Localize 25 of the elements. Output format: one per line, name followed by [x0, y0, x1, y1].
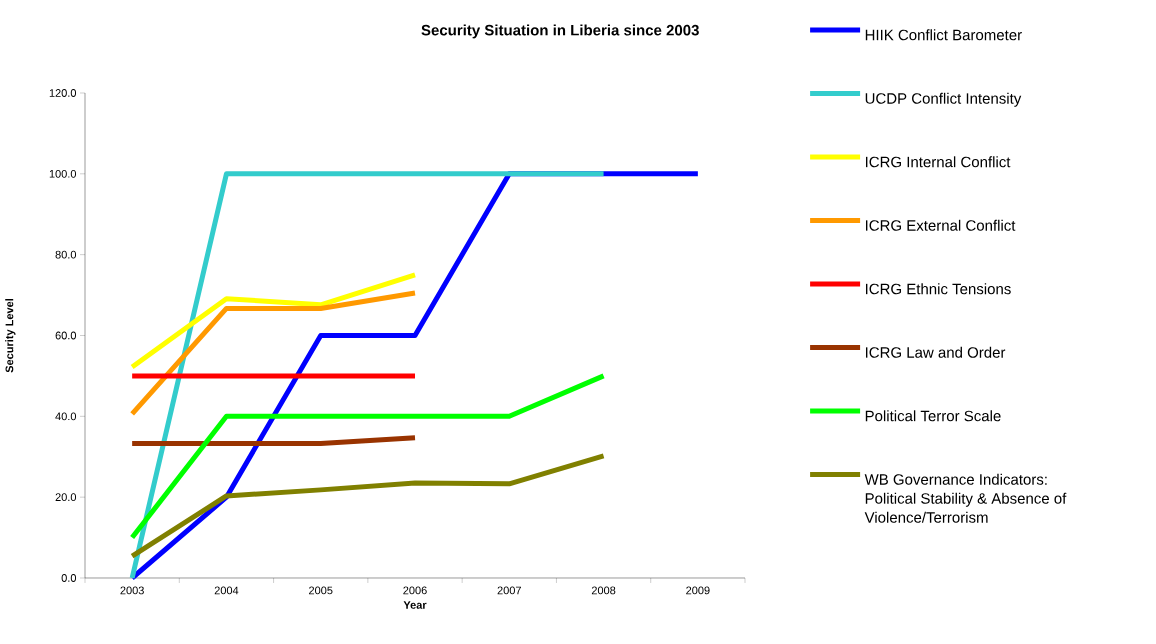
- legend-label: Political Terror Scale: [865, 410, 1001, 422]
- y-tick-label: 60.0: [55, 331, 77, 340]
- x-tick-label: 2009: [686, 586, 710, 595]
- legend-label: ICRG Law and Order: [865, 346, 1006, 358]
- y-axis-title: Security Level: [5, 298, 16, 373]
- legend-label: ICRG Ethnic Tensions: [865, 283, 1011, 295]
- y-tick-label: 40.0: [55, 412, 77, 421]
- y-tick-label: 20.0: [55, 493, 77, 502]
- y-tick-label: 80.0: [55, 250, 77, 259]
- x-tick-label: 2004: [214, 586, 239, 595]
- y-tick-label: 120.0: [49, 89, 77, 97]
- y-tick-label: 100.0: [49, 169, 77, 178]
- x-tick-label: 2005: [309, 586, 333, 595]
- legend-label: HIIK Conflict Barometer: [865, 29, 1022, 41]
- legend-label: UCDP Conflict Intensity: [865, 92, 1022, 107]
- chart-title: Security Situation in Liberia since 2003: [421, 24, 699, 39]
- y-tick-label: 0.0: [61, 574, 77, 582]
- x-tick-label: 2006: [403, 586, 427, 595]
- x-tick-label: 2003: [120, 586, 144, 595]
- legend-label: WB Governance Indicators: Political Stability & Absence of Violence/Terrorism: [864, 473, 1067, 523]
- legend-label: ICRG Internal Conflict: [865, 156, 1011, 168]
- x-tick-label: 2007: [497, 586, 521, 595]
- x-tick-label: 2008: [591, 586, 616, 595]
- x-axis-title: Year: [403, 601, 427, 609]
- legend-label: ICRG External Conflict: [865, 219, 1016, 231]
